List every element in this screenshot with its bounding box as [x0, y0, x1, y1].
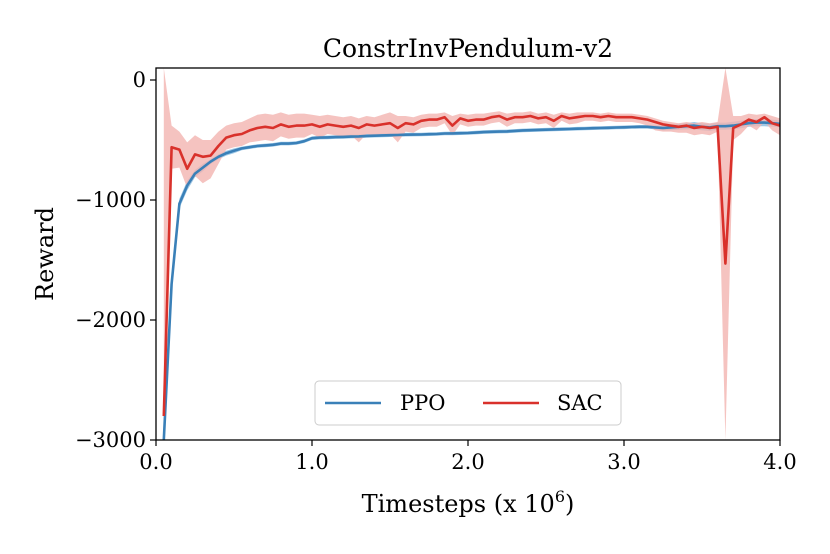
x-axis-label-exponent: 6	[555, 487, 565, 506]
y-tick-label: −2000	[75, 308, 146, 332]
y-tick-label: −1000	[75, 188, 146, 212]
legend-label-ppo: PPO	[400, 391, 445, 415]
x-axis-label-close: )	[565, 490, 574, 518]
x-axis-label: Timesteps (x 106)	[362, 487, 575, 518]
y-axis-label: Reward	[31, 207, 59, 301]
x-tick-label: 4.0	[763, 450, 796, 474]
y-tick-label: 0	[133, 68, 146, 92]
x-axis: 0.0 1.0 2.0 3.0 4.0	[139, 440, 797, 474]
x-tick-label: 2.0	[451, 450, 484, 474]
legend: PPO SAC	[314, 380, 622, 426]
legend-box	[314, 380, 622, 426]
y-tick-label: −3000	[75, 428, 146, 452]
series-lines	[162, 114, 780, 440]
x-axis-label-main: Timesteps (x 10	[362, 490, 555, 518]
chart-title: ConstrInvPendulum-v2	[323, 34, 613, 63]
series-line-sac	[162, 114, 780, 417]
x-tick-label: 1.0	[295, 450, 328, 474]
y-axis: 0 −1000 −2000 −3000	[75, 68, 156, 452]
legend-label-sac: SAC	[557, 391, 603, 415]
x-tick-label: 3.0	[607, 450, 640, 474]
x-tick-label: 0.0	[139, 450, 172, 474]
